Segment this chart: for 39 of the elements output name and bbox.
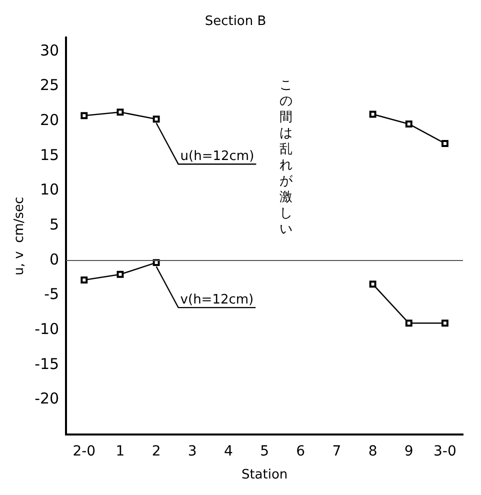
x-tick-label: 3: [188, 444, 197, 460]
y-tick-label: 10: [40, 180, 60, 199]
x-tick-label: 7: [332, 444, 342, 460]
x-tick-label: 5: [260, 444, 270, 460]
y-tick-label: -20: [34, 390, 60, 408]
y-tick-label: -15: [34, 354, 60, 373]
text: v(h=12cm): [180, 292, 254, 308]
x-tick-label: 1: [116, 444, 125, 460]
y-tick-label: -5: [44, 285, 60, 304]
x-axis-title: Station: [241, 468, 288, 483]
text: u(h=12cm): [180, 148, 254, 164]
y-tick-label: 15: [40, 146, 60, 164]
x-tick-label: 8: [368, 444, 378, 460]
y-tick-label: 5: [50, 216, 60, 234]
x-tick-label: 6: [296, 444, 306, 460]
point: [80, 112, 88, 120]
x-tick-label: 4: [224, 444, 234, 460]
text: この間は乱れが激しい: [280, 78, 293, 237]
point: [405, 320, 412, 327]
point: [116, 270, 124, 278]
y-tick-label: 25: [40, 76, 60, 94]
y-tick-label: 30: [40, 41, 60, 60]
y-tick-label: 20: [40, 111, 60, 130]
point: [441, 140, 448, 147]
x-tick-label: 2-0: [72, 444, 96, 460]
x-tick-label: 2: [152, 444, 161, 460]
chart-title: Section B: [204, 14, 266, 30]
point: [152, 116, 160, 123]
point: [369, 280, 376, 288]
x-tick-label: 3-0: [434, 444, 456, 460]
point: [116, 108, 124, 116]
point: [441, 320, 448, 327]
y-axis-title: u, v cm/sec: [12, 196, 28, 276]
y-tick-label: -10: [34, 320, 60, 338]
x-tick-label: 9: [404, 444, 414, 460]
point: [369, 110, 376, 118]
y-tick-label: 0: [50, 250, 60, 268]
point: [405, 120, 412, 128]
point: [80, 276, 88, 284]
